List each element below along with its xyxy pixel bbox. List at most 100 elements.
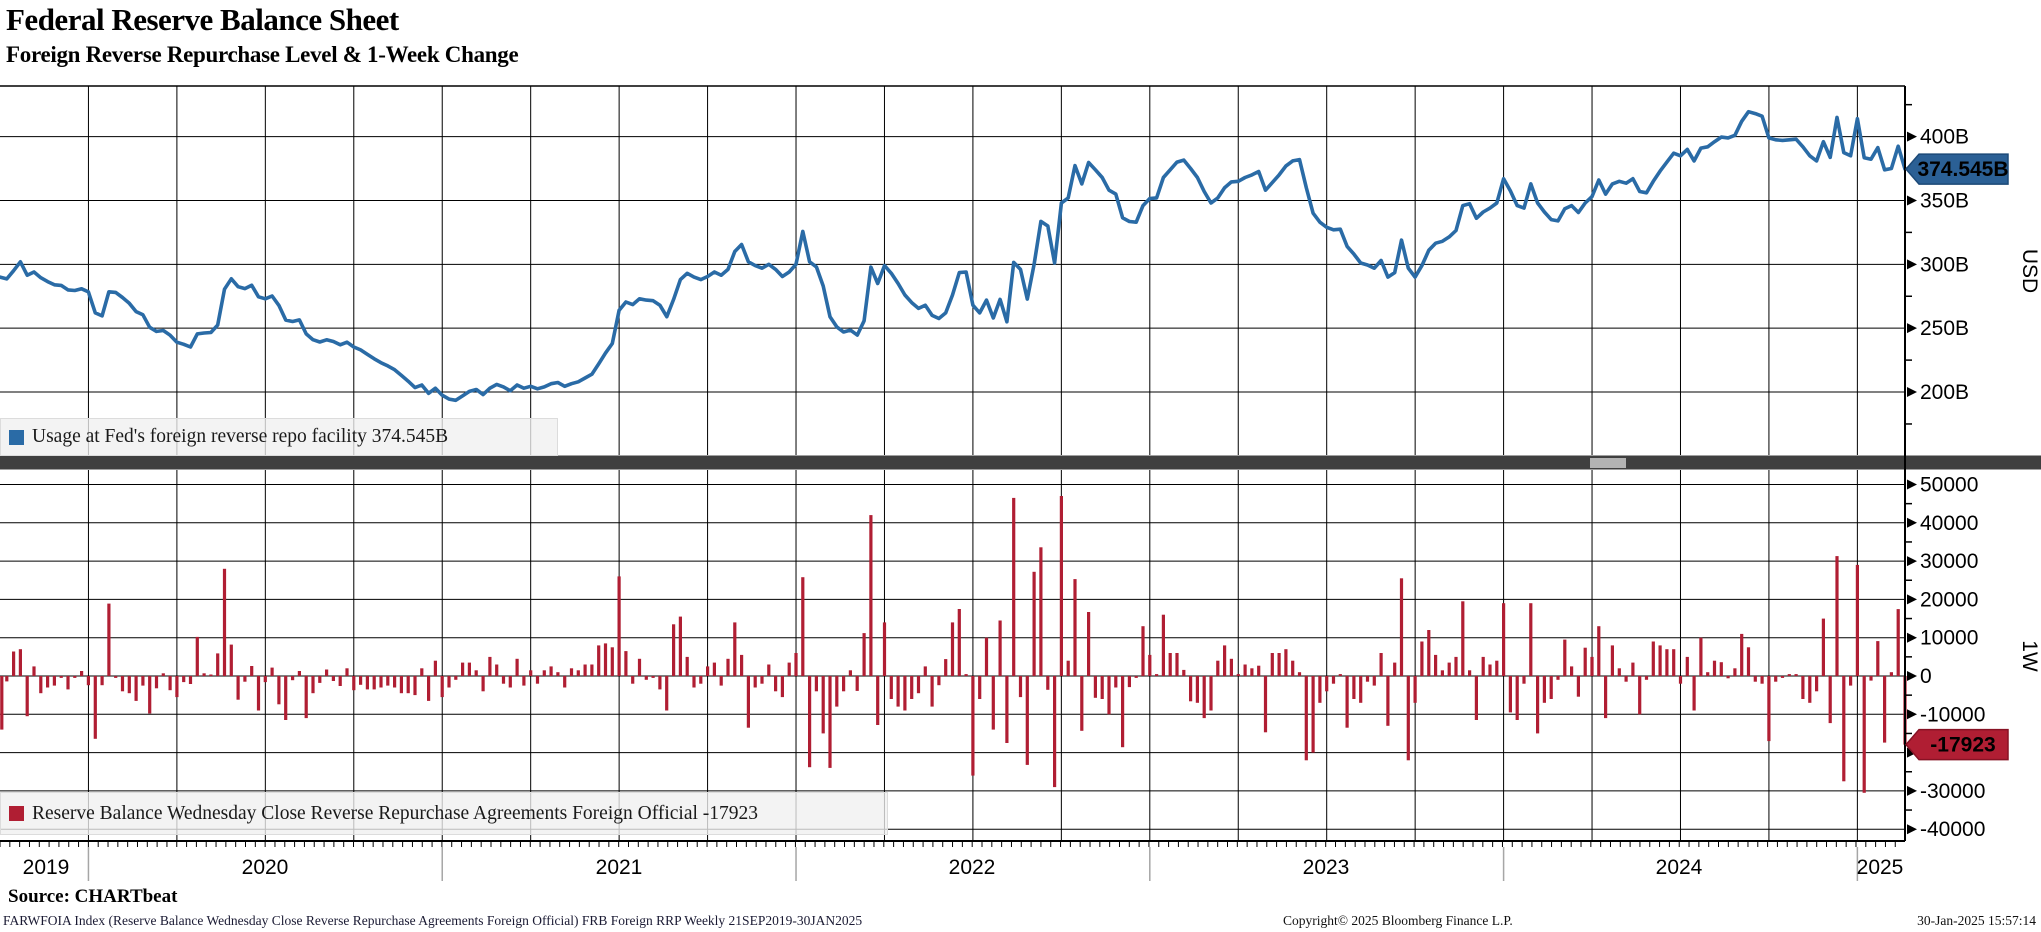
bar-weekly-change — [86, 676, 90, 686]
bar-weekly-change — [842, 676, 846, 692]
bar-weekly-change — [1100, 676, 1104, 699]
bar-weekly-change — [1474, 676, 1478, 720]
axis-tick-arrow-icon — [1907, 259, 1917, 270]
bar-weekly-change — [923, 666, 927, 676]
bar-weekly-change — [658, 676, 662, 690]
render-timestamp: 30-Jan-2025 15:57:14 — [1917, 913, 2036, 928]
bar-weekly-change — [556, 672, 560, 676]
bar-weekly-change — [270, 667, 274, 676]
bar-weekly-change — [583, 664, 587, 676]
bar-weekly-change — [706, 666, 710, 676]
bar-weekly-change — [944, 659, 948, 676]
legend-top-label: Usage at Fed's foreign reverse repo faci… — [32, 426, 449, 447]
bar-weekly-change — [311, 676, 315, 694]
axis-tick-label: 50000 — [1920, 474, 1978, 497]
bar-weekly-change — [1331, 676, 1336, 684]
bar-weekly-change — [236, 676, 240, 700]
bar-weekly-change — [195, 636, 199, 676]
axis-tick-label: -40000 — [1920, 818, 1985, 841]
bar-weekly-change — [1590, 656, 1594, 676]
bar-weekly-change — [937, 676, 941, 686]
last-value-badge-level-label: 374.545B — [1917, 158, 2008, 181]
bar-weekly-change — [39, 676, 43, 694]
panel-divider — [0, 455, 2041, 470]
bar-weekly-change — [896, 676, 900, 707]
bar-weekly-change — [1202, 676, 1206, 719]
bar-weekly-change — [1107, 676, 1111, 715]
bar-weekly-change — [869, 515, 873, 676]
bar-weekly-change — [964, 674, 968, 676]
axis-tick-arrow-icon — [1907, 556, 1917, 567]
legend-top-series[interactable]: Usage at Fed's foreign reverse repo faci… — [0, 418, 558, 456]
bar-weekly-change — [59, 676, 63, 678]
bar-weekly-change — [848, 670, 852, 676]
axis-tick-arrow-icon — [1907, 387, 1917, 398]
bar-weekly-change — [1780, 676, 1785, 678]
bar-weekly-change — [1529, 603, 1533, 676]
page-title: Federal Reserve Balance Sheet — [6, 2, 399, 37]
bar-weekly-change — [1563, 639, 1567, 676]
change-bars — [0, 496, 1907, 793]
x-axis-year-label: 2024 — [1656, 856, 1703, 879]
bar-weekly-change — [1468, 670, 1472, 676]
bar-weekly-change — [1257, 665, 1261, 676]
bar-weekly-change — [515, 658, 519, 676]
bar-weekly-change — [114, 676, 118, 678]
bar-weekly-change — [1542, 676, 1546, 703]
bar-weekly-change — [175, 676, 179, 698]
bar-weekly-change — [73, 676, 77, 678]
bar-weekly-change — [1549, 676, 1553, 699]
bar-weekly-change — [1495, 660, 1499, 676]
bar-weekly-change — [1461, 601, 1465, 676]
bar-weekly-change — [420, 668, 424, 676]
bar-weekly-change — [80, 671, 84, 676]
copyright-notice: Copyright© 2025 Bloomberg Finance L.P. — [1283, 913, 1513, 928]
bar-weekly-change — [1488, 664, 1492, 676]
bar-weekly-change — [291, 676, 295, 681]
bar-weekly-change — [141, 676, 145, 686]
bar-weekly-change — [1127, 676, 1131, 688]
bar-weekly-change — [814, 676, 818, 692]
axis-tick-label: 400B — [1920, 126, 1969, 149]
legend-bottom-label: Reserve Balance Wednesday Close Reverse … — [32, 802, 759, 824]
bar-weekly-change — [1427, 630, 1431, 676]
bar-weekly-change — [1855, 564, 1859, 676]
bar-weekly-change — [569, 668, 574, 676]
bar-weekly-change — [787, 662, 791, 676]
legend-bottom-series[interactable]: Reserve Balance Wednesday Close Reverse … — [0, 792, 888, 835]
bar-weekly-change — [712, 662, 716, 676]
bar-weekly-change — [1025, 676, 1029, 765]
bar-weekly-change — [1325, 676, 1329, 692]
bar-weekly-change — [726, 658, 730, 676]
bar-weekly-change — [1651, 641, 1655, 676]
top-axis-title: USD — [2018, 249, 2041, 293]
index-description: FARWFOIA Index (Reserve Balance Wednesda… — [3, 913, 863, 928]
bar-weekly-change — [202, 673, 206, 676]
bar-weekly-change — [603, 643, 608, 676]
bar-weekly-change — [18, 649, 22, 676]
bar-weekly-change — [740, 654, 744, 676]
bar-weekly-change — [1536, 676, 1540, 734]
bar-weekly-change — [372, 676, 376, 690]
bar-weekly-change — [1291, 660, 1295, 676]
panel-divider-handle[interactable] — [1590, 458, 1626, 468]
axis-tick-arrow-icon — [1907, 131, 1917, 142]
bar-weekly-change — [882, 622, 887, 676]
bar-weekly-change — [393, 676, 397, 688]
bar-weekly-change — [365, 676, 369, 690]
bar-weekly-change — [617, 576, 621, 676]
bar-weekly-change — [1502, 603, 1506, 676]
bar-weekly-change — [1195, 676, 1199, 703]
bar-weekly-change — [746, 676, 750, 728]
bar-weekly-change — [1610, 645, 1614, 676]
bar-weekly-change — [576, 670, 580, 676]
bar-weekly-change — [447, 676, 451, 688]
bar-weekly-change — [1597, 626, 1601, 676]
bar-weekly-change — [957, 609, 961, 676]
bar-weekly-change — [529, 670, 533, 676]
bar-weekly-change — [1161, 614, 1165, 676]
bar-weekly-change — [1746, 647, 1751, 676]
bar-weekly-change — [1672, 649, 1676, 676]
bar-weekly-change — [1270, 653, 1274, 676]
